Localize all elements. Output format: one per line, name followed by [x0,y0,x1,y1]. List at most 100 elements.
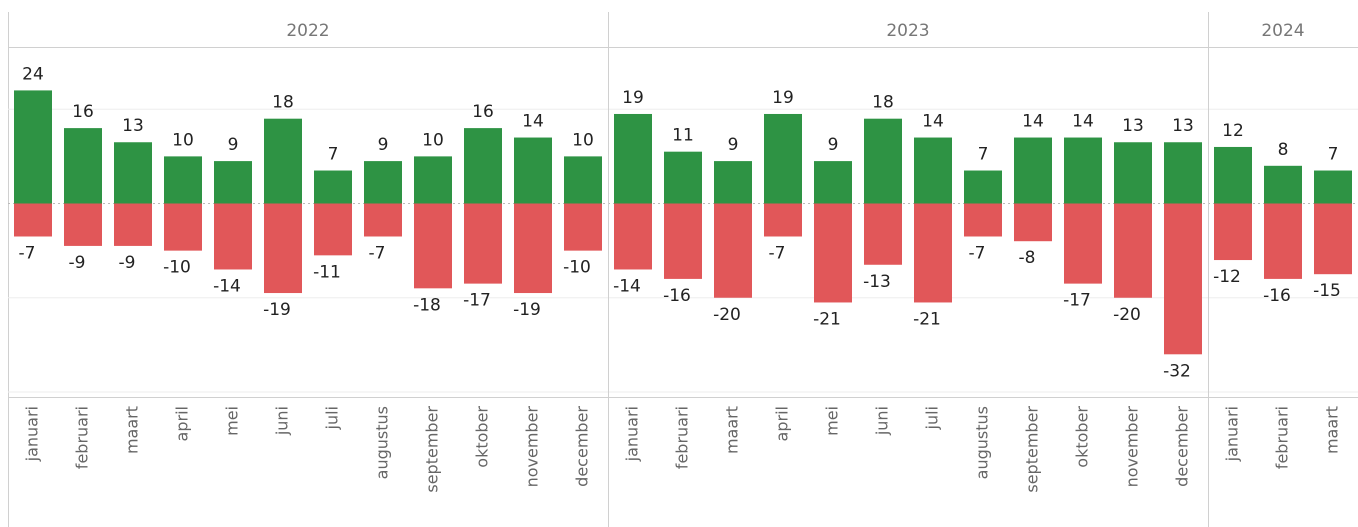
value-label: -7 [369,243,386,263]
negative-bar [614,203,652,270]
x-tick-label: maart [1323,406,1342,454]
positive-bar [1314,170,1352,204]
negative-bar [1114,203,1152,298]
positive-bar [514,137,552,204]
positive-bar [614,113,652,204]
x-tick-label: juli [923,406,942,430]
value-label: -16 [663,286,691,306]
value-label: -7 [969,243,986,263]
negative-bar [314,203,352,256]
value-label: 16 [72,102,94,122]
value-label: -12 [1213,267,1241,287]
year-label: 2023 [886,21,929,41]
value-label: -11 [313,262,341,282]
negative-bar [364,203,402,237]
negative-bar [214,203,252,270]
positive-bar [1264,165,1302,204]
year-label: 2024 [1261,21,1304,41]
year-label: 2022 [286,21,329,41]
negative-bar [764,203,802,237]
value-label: 13 [1172,116,1194,136]
value-label: -20 [1113,305,1141,325]
negative-bar [914,203,952,303]
negative-bar [564,203,602,251]
positive-bar [864,118,902,204]
value-label: 13 [122,116,144,136]
value-label: 9 [378,135,389,155]
value-label: -19 [263,300,291,320]
x-tick-label: mei [223,406,242,436]
negative-bar [414,203,452,289]
value-label: -8 [1019,248,1036,268]
value-label: 9 [228,135,239,155]
positive-bar [214,161,252,204]
x-tick-label: maart [723,406,742,454]
x-tick-label: juni [273,406,292,436]
negative-bar [664,203,702,279]
value-label: 9 [828,135,839,155]
x-tick-label: januari [1223,406,1242,462]
positive-bar [114,142,152,204]
value-label: -16 [1263,286,1291,306]
x-tick-label: mei [823,406,842,436]
value-label: 14 [922,112,944,132]
positive-bar [364,161,402,204]
negative-bar [64,203,102,246]
x-tick-label: augustus [373,406,392,479]
x-tick-label: april [173,406,192,441]
x-tick-label: januari [23,406,42,462]
x-tick-label: april [773,406,792,441]
value-label: 19 [772,88,794,108]
value-label: 10 [422,130,444,150]
value-label: 9 [728,135,739,155]
value-label: 18 [272,93,294,113]
negative-bar [1314,203,1352,275]
positive-bar [564,156,602,204]
value-label: -18 [413,295,441,315]
value-label: -17 [463,291,491,311]
negative-bar [1164,203,1202,355]
x-tick-label: september [1023,406,1042,493]
value-label: -19 [513,300,541,320]
value-label: 24 [22,64,44,84]
negative-bar [1214,203,1252,261]
negative-bar [464,203,502,284]
value-label: 14 [1072,112,1094,132]
value-label: 14 [1022,112,1044,132]
x-tick-label: oktober [1073,406,1092,468]
x-tick-label: februari [1273,406,1292,469]
negative-bar [1064,203,1102,284]
positive-bar [414,156,452,204]
value-label: -9 [69,253,86,273]
positive-bar [1164,142,1202,204]
negative-bar [814,203,852,303]
positive-bar [1114,142,1152,204]
positive-bar [814,161,852,204]
positive-bar [914,137,952,204]
value-label: 13 [1122,116,1144,136]
value-label: -21 [913,309,941,329]
positive-bar [714,161,752,204]
positive-bar [1014,137,1052,204]
positive-bar [964,170,1002,204]
negative-bar [114,203,152,246]
negative-bar [14,203,52,237]
value-label: -7 [19,243,36,263]
positive-bar [64,128,102,204]
x-tick-label: augustus [973,406,992,479]
value-label: -10 [163,258,191,278]
value-label: -21 [813,309,841,329]
value-label: 7 [328,145,339,165]
value-label: -32 [1163,361,1191,381]
value-label: 11 [672,126,694,146]
positive-bar [1214,146,1252,204]
value-label: 14 [522,112,544,132]
positive-bar [314,170,352,204]
positive-bar [264,118,302,204]
negative-bar [1264,203,1302,279]
x-tick-label: november [523,406,542,488]
negative-bar [964,203,1002,237]
x-tick-label: februari [673,406,692,469]
value-label: 10 [172,130,194,150]
value-label: -14 [213,276,241,296]
